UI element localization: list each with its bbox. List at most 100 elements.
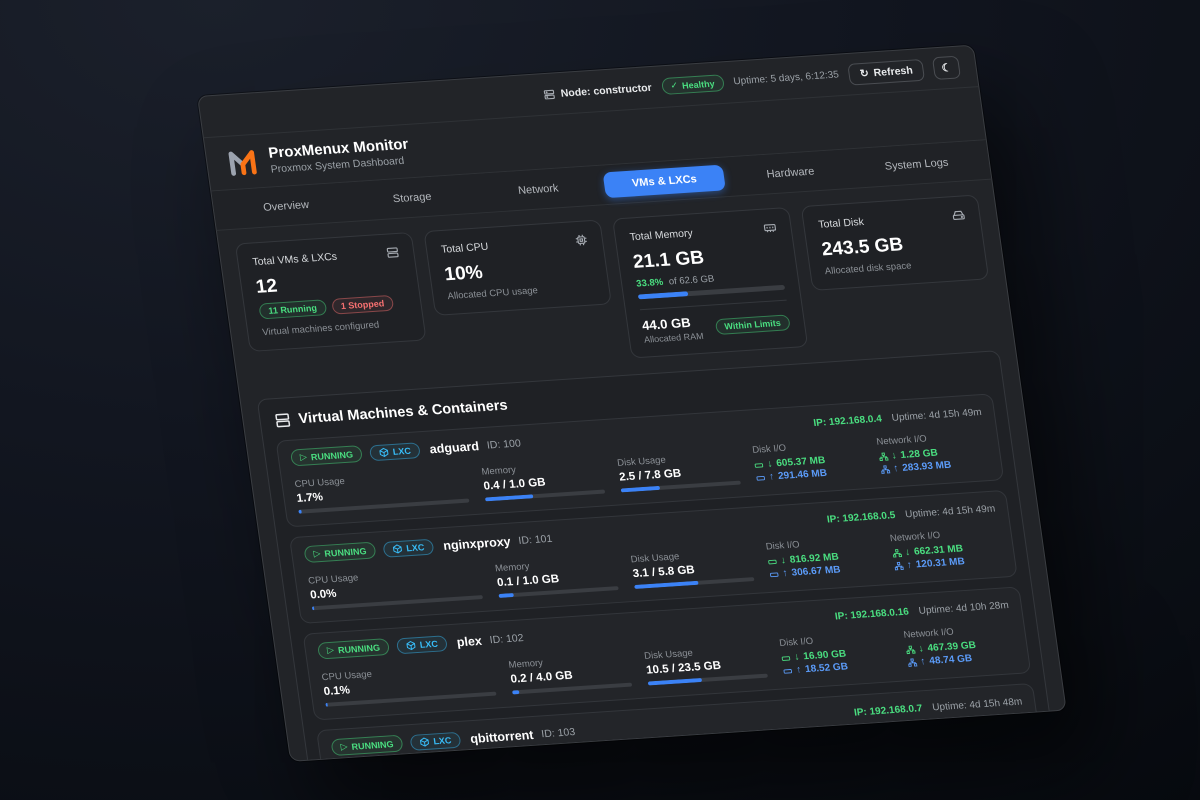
cpu-icon — [574, 233, 589, 247]
cpu-metric: CPU Usage 1.7% — [294, 468, 470, 514]
cpu-metric: CPU Usage 0.0% — [308, 565, 484, 611]
server-icon — [542, 88, 556, 101]
vm-ip: IP: 192.168.0.16 — [834, 606, 910, 623]
moon-icon: ☾ — [940, 62, 953, 75]
dashboard-window: Node: constructor ✓ Healthy Uptime: 5 da… — [197, 44, 1067, 763]
card-cpu-title: Total CPU — [440, 240, 490, 256]
card-vms-title: Total VMs & LXCs — [251, 250, 338, 268]
vm-uptime: Uptime: 4d 15h 49m — [891, 407, 983, 424]
disk-io-metric: Disk I/O ↓ 605.37 MB ↑ 291.46 MB — [751, 442, 828, 483]
vm-row-adguard: ▷ RUNNING LXC adguard ID: 100 IP: 192.16… — [275, 393, 1005, 528]
health-label: Healthy — [681, 78, 716, 91]
disk-io-metric: Disk I/O ↓ 816.92 MB ↑ 306.67 MB — [765, 539, 842, 580]
memory-of-total: of 62.6 GB — [668, 273, 715, 288]
disk-icon — [783, 666, 793, 675]
vm-name: qbittorrent — [469, 727, 535, 746]
theme-toggle-button[interactable]: ☾ — [932, 55, 962, 80]
vm-id: ID: 102 — [488, 631, 525, 646]
check-icon: ✓ — [669, 80, 679, 91]
disk-metric: Disk Usage 2.5 / 7.8 GB — [617, 450, 742, 493]
disk-icon — [769, 570, 779, 579]
disk-io-metric: Disk I/O ↓ 16.90 GB ↑ 18.52 GB — [778, 635, 849, 676]
play-icon: ▷ — [339, 741, 349, 752]
arrow-up-icon: ↑ — [919, 656, 927, 668]
vm-name: nginxproxy — [442, 534, 512, 553]
disk-metric: Disk Usage 3.1 / 5.8 GB — [630, 547, 755, 589]
stopped-count-badge: 1 Stopped — [330, 294, 395, 315]
vm-row-nginxproxy: ▷ RUNNING LXC nginxproxy ID: 101 IP: 192… — [289, 489, 1018, 624]
card-vms-subtitle: Virtual machines configured — [261, 319, 380, 339]
cpu-metric: CPU Usage 0.1% — [321, 661, 497, 707]
within-limits-badge: Within Limits — [714, 313, 791, 335]
status-badge: ▷ RUNNING — [303, 541, 377, 564]
brand-header: ProxMenux Monitor Proxmox System Dashboa… — [203, 87, 986, 192]
node-indicator: Node: constructor — [542, 81, 652, 100]
cpu-metric: CPU Usage — [334, 754, 508, 763]
memory-metric: Memory — [521, 745, 644, 762]
disk-icon — [767, 557, 777, 566]
container-icon — [392, 543, 403, 554]
network-icon — [893, 561, 904, 571]
vm-ip: IP: 192.168.0.7 — [853, 703, 924, 719]
top-status-bar: Node: constructor ✓ Healthy Uptime: 5 da… — [198, 45, 979, 139]
card-vms-value: 12 — [254, 275, 279, 298]
disk-metric: Disk Usage — [657, 736, 779, 762]
network-io-metric: Network I/O ↓ 467.39 GB ↑ 48.74 GB — [902, 626, 977, 668]
vm-uptime: Uptime: 4d 10h 28m — [918, 600, 1010, 617]
memory-icon — [763, 221, 778, 235]
network-icon — [907, 658, 917, 667]
vm-id: ID: 100 — [486, 437, 522, 452]
container-icon — [378, 447, 389, 458]
network-io-metric: Network I/O — [917, 728, 969, 743]
card-memory-value: 21.1 GB — [631, 247, 706, 273]
card-disk-value: 243.5 GB — [820, 234, 905, 261]
arrow-down-icon: ↓ — [890, 450, 898, 462]
arrow-up-icon: ↑ — [795, 664, 802, 676]
vm-uptime: Uptime: 4d 15h 49m — [904, 503, 996, 521]
vm-ip: IP: 192.168.0.5 — [826, 510, 897, 526]
tab-vms-lxcs[interactable]: VMs & LXCs — [602, 164, 727, 198]
network-io-metric: Network I/O ↓ 662.31 MB ↑ 120.31 MB — [889, 530, 966, 571]
vm-id: ID: 101 — [517, 532, 554, 547]
lxc-badge: LXC — [382, 538, 435, 558]
card-disk-title: Total Disk — [817, 215, 865, 231]
container-icon — [419, 736, 430, 747]
network-icon — [905, 645, 916, 655]
play-icon: ▷ — [326, 644, 335, 656]
stat-cards-row: Total VMs & LXCs 12 11 Running 1 Stopped… — [217, 180, 1015, 399]
tab-overview[interactable]: Overview — [262, 198, 310, 214]
tab-network[interactable]: Network — [517, 182, 560, 197]
refresh-icon: ↻ — [859, 67, 870, 80]
allocated-ram-value: 44.0 GB — [641, 314, 692, 333]
arrow-down-icon: ↓ — [904, 546, 911, 559]
vm-section: Virtual Machines & Containers ▷ RUNNING … — [256, 350, 1059, 763]
memory-metric: Memory 0.1 / 1.0 GB — [494, 556, 619, 598]
status-badge: ▷ RUNNING — [316, 638, 391, 660]
card-total-vms: Total VMs & LXCs 12 11 Running 1 Stopped… — [234, 231, 427, 352]
tab-hardware[interactable]: Hardware — [765, 165, 816, 181]
proxmenux-logo — [223, 144, 262, 180]
disk-io-metric: Disk I/O — [792, 737, 829, 751]
tab-storage[interactable]: Storage — [392, 190, 433, 205]
arrow-down-icon: ↓ — [793, 651, 801, 663]
status-badge: ▷ RUNNING — [330, 734, 404, 757]
lxc-badge: LXC — [395, 634, 448, 654]
vm-row-plex: ▷ RUNNING LXC plex ID: 102 IP: 192.168.0… — [302, 586, 1032, 721]
arrow-up-icon: ↑ — [781, 567, 789, 580]
vm-row-qbittorrent: ▷ RUNNING LXC qbittorrent ID: 103 IP: 19… — [316, 682, 1043, 763]
tab-system-logs[interactable]: System Logs — [883, 156, 950, 173]
arrow-up-icon: ↑ — [892, 463, 900, 475]
server-stack-icon — [274, 412, 292, 429]
running-count-badge: 11 Running — [258, 299, 327, 320]
card-total-cpu: Total CPU 10% Allocated CPU usage — [423, 219, 612, 316]
arrow-down-icon: ↓ — [766, 458, 774, 470]
memory-metric: Memory 0.2 / 4.0 GB — [508, 652, 633, 695]
refresh-button[interactable]: ↻ Refresh — [847, 58, 926, 86]
health-badge: ✓ Healthy — [660, 74, 725, 96]
system-uptime: Uptime: 5 days, 6:12:35 — [732, 69, 840, 88]
vm-name: adguard — [428, 438, 480, 456]
vm-uptime: Uptime: 4d 15h 48m — [931, 696, 1023, 714]
allocated-ram-label: Allocated RAM — [643, 330, 705, 345]
lxc-badge: LXC — [409, 731, 462, 751]
disk-icon — [781, 653, 791, 662]
